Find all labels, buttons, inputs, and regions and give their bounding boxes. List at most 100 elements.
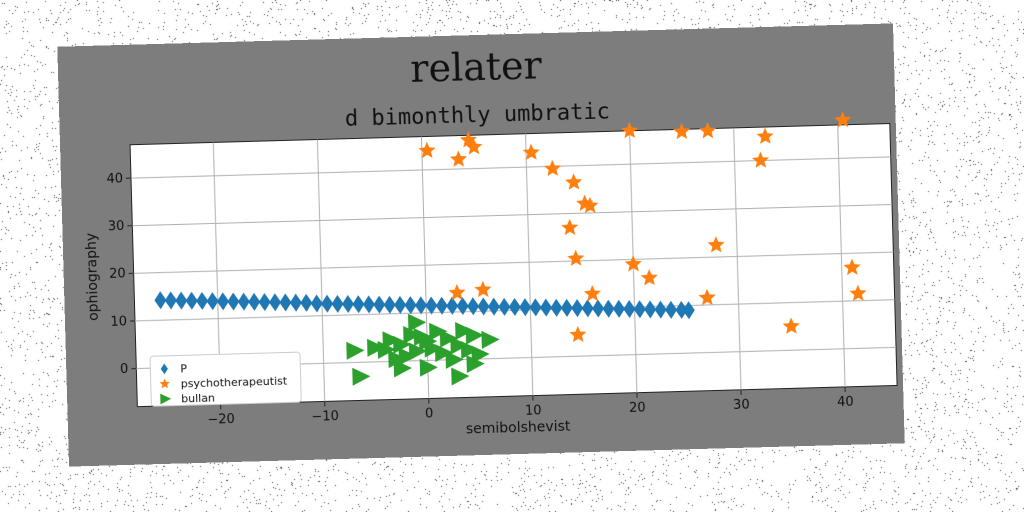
- x-tick-label: 0: [425, 406, 434, 421]
- data-point: [508, 298, 521, 316]
- x-tick-label: −10: [311, 409, 339, 425]
- data-point: [522, 143, 540, 161]
- data-point: [540, 298, 553, 317]
- data-point: [581, 299, 594, 318]
- series-bullan: [346, 313, 500, 386]
- data-point: [408, 342, 428, 361]
- data-point: [342, 295, 355, 314]
- data-point: [451, 367, 470, 386]
- data-point: [843, 258, 861, 275]
- data-point: [471, 345, 490, 364]
- data-point: [519, 298, 532, 317]
- data-point: [498, 297, 511, 316]
- data-point: [279, 293, 292, 312]
- data-point: [346, 341, 365, 360]
- data-point: [756, 127, 774, 144]
- data-point: [429, 322, 448, 341]
- x-tick-label: 20: [629, 400, 646, 415]
- chart-title: d bimonthly umbratic: [345, 99, 611, 131]
- legend-marker: [160, 363, 168, 375]
- data-point: [465, 138, 483, 155]
- data-point: [467, 297, 480, 316]
- data-point: [403, 325, 422, 344]
- legend-label: psychotherapeutist: [181, 374, 288, 390]
- series-P: [154, 291, 695, 320]
- data-point: [465, 326, 484, 345]
- data-point: [383, 295, 396, 314]
- data-point: [481, 330, 500, 349]
- legend-label: P: [180, 362, 187, 375]
- data-point: [439, 329, 458, 348]
- data-point: [751, 151, 770, 168]
- chart-card: relater d bimonthly umbratic −20 −10 0 10 20…: [57, 23, 905, 467]
- legend-marker: [160, 393, 172, 405]
- data-point: [633, 300, 646, 319]
- data-point: [258, 293, 271, 312]
- legend-marker: [159, 378, 170, 389]
- data-point: [434, 344, 454, 363]
- data-point: [352, 295, 365, 314]
- data-point: [446, 296, 459, 315]
- data-point: [407, 313, 427, 332]
- data-point: [450, 336, 469, 355]
- x-gridline: [837, 124, 846, 387]
- data-point: [185, 291, 198, 310]
- data-point: [623, 300, 636, 319]
- data-point: [624, 255, 642, 272]
- data-point: [675, 300, 688, 319]
- series-layer: [154, 111, 867, 386]
- data-point: [455, 322, 474, 341]
- data-point: [419, 358, 438, 377]
- data-point: [418, 141, 436, 159]
- data-point: [154, 291, 167, 310]
- y-gridline: [133, 251, 894, 274]
- x-tick-label: 30: [733, 398, 750, 413]
- x-tick-label: −20: [207, 412, 235, 428]
- x-gridline: [316, 139, 326, 402]
- data-point: [164, 291, 177, 310]
- data-point: [565, 173, 583, 190]
- data-point: [425, 296, 438, 315]
- data-point: [460, 340, 480, 359]
- data-point: [567, 249, 585, 267]
- data-point: [248, 292, 261, 311]
- data-point: [206, 292, 219, 311]
- data-point: [640, 269, 658, 286]
- data-point: [216, 292, 229, 311]
- chart-suptitle: relater: [410, 43, 543, 91]
- x-gridline: [525, 133, 534, 396]
- data-point: [477, 297, 490, 316]
- y-tick-label: 10: [110, 314, 127, 329]
- series-psychotherapeutist: [418, 111, 867, 343]
- data-point: [581, 196, 599, 214]
- data-point: [237, 292, 250, 311]
- data-point: [227, 292, 240, 311]
- data-point: [644, 300, 657, 319]
- data-point: [393, 359, 412, 378]
- x-tick-label: 40: [837, 395, 854, 410]
- data-point: [699, 122, 717, 139]
- data-point: [654, 300, 667, 319]
- data-point: [414, 296, 427, 315]
- data-point: [289, 293, 302, 312]
- data-point: [331, 294, 344, 313]
- legend-box: [149, 351, 302, 407]
- data-point: [560, 298, 573, 317]
- scatter-chart: relater d bimonthly umbratic −20 −10 0 10 20…: [84, 43, 898, 437]
- data-point: [665, 300, 678, 319]
- data-point: [367, 338, 386, 357]
- data-point: [424, 339, 443, 358]
- y-tick-label: 40: [106, 171, 123, 186]
- data-point: [673, 122, 691, 140]
- x-tick-label: 10: [525, 403, 542, 418]
- data-point: [849, 284, 867, 302]
- data-point: [834, 111, 852, 128]
- data-point: [310, 294, 323, 313]
- data-point: [707, 236, 725, 253]
- data-point: [196, 291, 209, 310]
- data-point: [682, 301, 695, 320]
- ticks: −20 −10 0 10 20 30 40 0 10 20 30 40: [106, 171, 854, 428]
- y-tick-label: 30: [108, 219, 125, 234]
- x-gridline: [733, 127, 742, 390]
